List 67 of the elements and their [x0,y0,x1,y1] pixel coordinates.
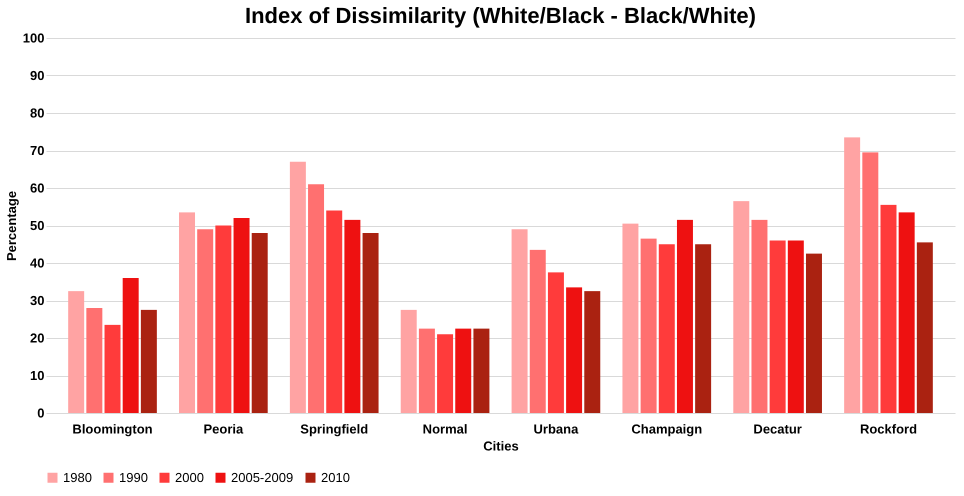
bar [418,328,435,413]
y-tick-label: 50 [30,218,44,233]
bar [548,272,564,413]
y-tick-label: 30 [30,293,44,308]
legend-label: 1980 [63,470,92,485]
bar [916,242,933,413]
bar [437,334,454,413]
bar [844,137,860,413]
bar [530,250,546,413]
bar [898,212,915,413]
bar [215,226,232,413]
bar [290,162,306,413]
x-tick-label: Champaign [631,422,702,436]
bar [862,152,878,413]
bar [658,244,675,413]
bar [733,201,750,413]
y-tick-label: 10 [30,368,44,383]
bar [473,328,490,413]
y-tick-label: 70 [30,143,44,158]
x-tick-label: Urbana [534,422,580,436]
y-tick-label: 40 [30,256,44,270]
y-tick-label: 0 [37,406,44,420]
bar [751,220,768,413]
x-axis-title: Cities [483,438,519,454]
y-tick-label: 20 [30,330,44,346]
bar [140,310,157,413]
bar [326,210,342,413]
x-tick-label: Normal [422,422,468,436]
bar [788,240,804,413]
bar [86,308,102,413]
bar [68,291,84,413]
y-tick-label: 90 [30,68,44,83]
bar [584,291,600,413]
bar [179,212,196,413]
legend-label: 2000 [175,470,204,485]
legend-label: 2005-2009 [231,470,294,485]
bar [676,220,693,413]
bar [806,254,822,413]
bar [308,184,324,413]
bar [362,233,379,413]
bar [344,220,360,413]
bar [640,238,657,413]
bar [122,278,139,413]
y-tick-label: 80 [30,106,44,120]
bar [252,233,268,413]
x-tick-label: Decatur [753,422,802,436]
bar [566,287,582,413]
bar [104,324,121,413]
bar [234,218,250,413]
x-tick-label: Springfield [300,422,368,436]
y-axis-title: Percentage [4,190,19,262]
y-tick-label: 100 [22,30,44,46]
bar [695,244,712,413]
legend-label: 2010 [321,470,350,485]
x-tick-label: Rockford [860,422,918,436]
x-tick-label: Bloomington [72,422,153,436]
bar [880,204,896,413]
bar [770,240,786,413]
chart-title: Index of Dissimilarity (White/Black - Black/White) [245,3,756,28]
y-tick-label: 60 [30,180,44,196]
bar [400,310,417,413]
bar [512,229,528,413]
bar [455,328,472,413]
bar [197,229,214,413]
bar [622,224,638,413]
legend-label: 1990 [119,470,148,485]
x-tick-label: Peoria [203,422,244,436]
